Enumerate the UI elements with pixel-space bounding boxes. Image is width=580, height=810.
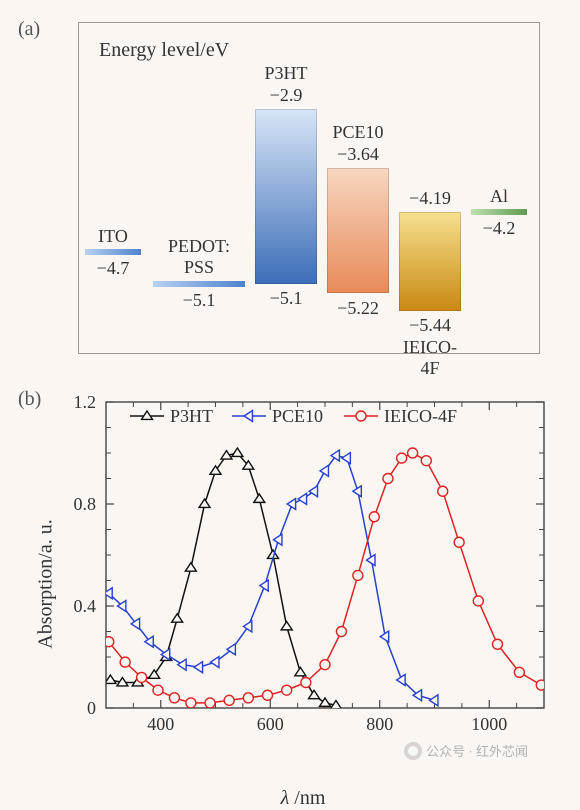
level-line	[471, 209, 527, 215]
level-value: −4.2	[471, 218, 527, 239]
axis-label-x: λ /nm	[281, 787, 326, 810]
watermark: 公众号 · 红外芯闻	[404, 741, 528, 760]
level-bar	[399, 212, 461, 311]
level-line	[153, 281, 245, 287]
series-PCE10	[104, 450, 438, 706]
xtick-label: 800	[366, 714, 393, 734]
level-caption: ITO	[85, 226, 141, 247]
level-caption: PCE10	[327, 122, 389, 143]
level-top-value: −2.9	[255, 85, 317, 106]
level-caption: Al	[471, 186, 527, 207]
xtick-label: 600	[257, 714, 284, 734]
legend-label: PCE10	[272, 406, 323, 426]
absorption-plot: Absorption/a. u. λ /nm 400600800100000.4…	[48, 392, 558, 776]
level-value: −4.7	[85, 258, 141, 279]
ytick-label: 0	[87, 698, 96, 718]
level-value: −5.1	[153, 290, 245, 311]
level-bar	[327, 168, 389, 294]
level-caption: IEICO-4F	[399, 337, 461, 379]
level-caption: PEDOT: PSS	[153, 236, 245, 278]
wechat-icon	[404, 742, 422, 760]
panel-label-b: (b)	[18, 388, 41, 411]
level-top-value: −3.64	[327, 144, 389, 165]
absorption-svg: 400 600 800 1000 0 0.4 0.8 1.2 P3HT PCE10 IEICO-4F	[48, 392, 558, 752]
legend: P3HT PCE10 IEICO-4F	[130, 406, 457, 426]
watermark-text: 公众号 · 红外芯闻	[426, 741, 528, 760]
series-P3HT	[105, 448, 342, 709]
level-caption: P3HT	[255, 63, 317, 84]
ytick-label: 0.4	[74, 596, 97, 616]
panel-a-title: Energy level/eV	[99, 39, 229, 62]
xtick-label: 400	[147, 714, 174, 734]
ytick-label: 0.8	[74, 494, 97, 514]
level-bottom-value: −5.44	[399, 315, 461, 336]
panel-label-a: (a)	[18, 18, 40, 41]
level-bar	[255, 109, 317, 284]
level-top-value: −4.19	[399, 188, 461, 209]
ytick-label: 1.2	[74, 392, 97, 412]
level-bottom-value: −5.22	[327, 298, 389, 319]
legend-label: P3HT	[170, 406, 213, 426]
level-bottom-value: −5.1	[255, 288, 317, 309]
legend-label: IEICO-4F	[384, 406, 457, 426]
xtick-label: 1000	[471, 714, 507, 734]
level-line	[85, 249, 141, 255]
energy-level-diagram: Energy level/eV ITO −4.7 PEDOT: PSS −5.1 P3H…	[78, 22, 540, 354]
series-IEICO-4F	[104, 448, 547, 708]
